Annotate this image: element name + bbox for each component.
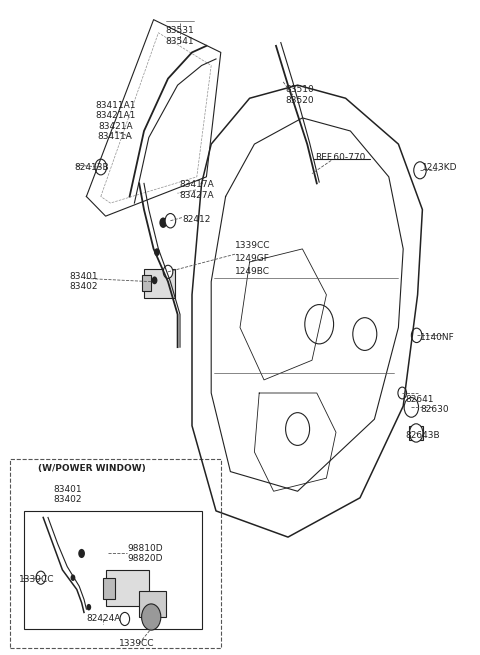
Text: 83531
83541: 83531 83541 xyxy=(166,26,194,46)
Circle shape xyxy=(38,574,44,582)
Circle shape xyxy=(286,413,310,445)
Text: 82412: 82412 xyxy=(182,215,211,224)
Text: 82413B: 82413B xyxy=(74,162,109,172)
Text: 1339CC: 1339CC xyxy=(235,241,271,250)
Text: 1249GF: 1249GF xyxy=(235,254,270,263)
Text: 82641: 82641 xyxy=(406,395,434,404)
Text: 83401
83402: 83401 83402 xyxy=(53,485,82,504)
Bar xyxy=(144,269,175,298)
Text: (W/POWER WINDOW): (W/POWER WINDOW) xyxy=(38,464,146,473)
Circle shape xyxy=(414,162,426,179)
Circle shape xyxy=(152,276,157,284)
Circle shape xyxy=(97,162,104,172)
Bar xyxy=(142,275,151,291)
Circle shape xyxy=(416,165,424,176)
Text: 83510
83520: 83510 83520 xyxy=(286,85,314,105)
Text: 1339CC: 1339CC xyxy=(19,575,55,584)
Circle shape xyxy=(120,612,130,626)
Circle shape xyxy=(398,387,407,399)
Circle shape xyxy=(168,217,173,225)
Text: 1339CC: 1339CC xyxy=(119,639,155,648)
Bar xyxy=(139,591,166,617)
Circle shape xyxy=(78,549,85,558)
Circle shape xyxy=(71,574,75,581)
Circle shape xyxy=(411,328,422,343)
Text: 1243KD: 1243KD xyxy=(422,162,458,172)
Text: REF.60-770: REF.60-770 xyxy=(316,153,366,162)
Circle shape xyxy=(142,604,161,630)
Circle shape xyxy=(163,265,173,278)
Circle shape xyxy=(305,305,334,344)
Text: 1140NF: 1140NF xyxy=(420,333,455,342)
Circle shape xyxy=(414,331,420,339)
Circle shape xyxy=(400,390,405,396)
Circle shape xyxy=(154,248,160,256)
Circle shape xyxy=(353,318,377,350)
Bar xyxy=(106,570,149,606)
Circle shape xyxy=(407,401,416,414)
Circle shape xyxy=(86,604,91,610)
Bar xyxy=(103,578,115,599)
Circle shape xyxy=(36,571,46,584)
Text: 83417A
83427A: 83417A 83427A xyxy=(180,180,214,200)
Circle shape xyxy=(409,424,423,442)
Circle shape xyxy=(122,615,128,623)
Circle shape xyxy=(95,159,107,175)
Text: 82424A: 82424A xyxy=(86,614,120,624)
Text: 82630: 82630 xyxy=(420,405,449,414)
Circle shape xyxy=(159,217,167,228)
Text: 83401
83402: 83401 83402 xyxy=(70,272,98,291)
Text: 98810D
98820D: 98810D 98820D xyxy=(127,544,163,563)
Text: 82643B: 82643B xyxy=(406,431,440,440)
Circle shape xyxy=(404,398,419,417)
Circle shape xyxy=(165,214,176,228)
Bar xyxy=(409,426,423,440)
Text: 1249BC: 1249BC xyxy=(235,267,270,276)
Text: 83411A1
83421A1
83421A
83411A: 83411A1 83421A1 83421A 83411A xyxy=(95,101,135,141)
